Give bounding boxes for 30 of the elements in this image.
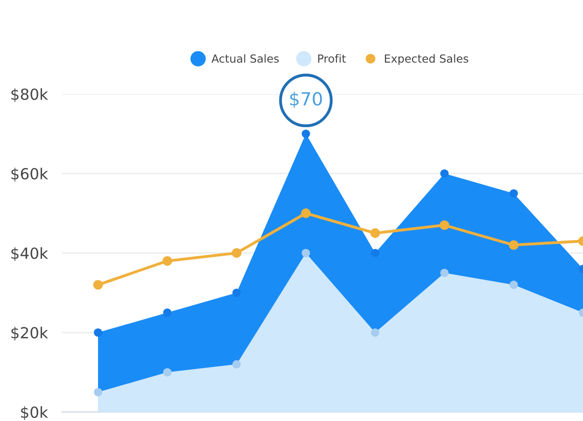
point xyxy=(163,368,172,376)
point xyxy=(440,268,449,278)
point xyxy=(232,248,242,258)
legend-label: Expected Sales xyxy=(384,54,468,65)
point xyxy=(370,228,380,238)
point xyxy=(94,328,102,337)
point xyxy=(302,130,310,138)
legend-label: Profit xyxy=(318,54,346,63)
y-tick-label: $80k xyxy=(11,88,48,102)
point xyxy=(370,328,380,337)
point xyxy=(510,189,518,198)
point xyxy=(510,280,518,289)
point xyxy=(93,280,103,290)
point xyxy=(94,388,102,396)
legend-label: Actual Sales xyxy=(211,54,279,63)
y-tick-label: $40k xyxy=(11,247,48,262)
point xyxy=(508,240,519,250)
y-tick-label: $20k xyxy=(11,326,48,341)
point xyxy=(440,169,449,178)
y-tick-label: $60k xyxy=(11,168,48,182)
point xyxy=(232,288,241,297)
annotation: $70 xyxy=(290,92,322,108)
point xyxy=(301,208,311,218)
point xyxy=(440,220,450,230)
point xyxy=(162,256,172,266)
point xyxy=(163,308,172,317)
y-tick-label: $0k xyxy=(21,406,48,420)
point xyxy=(232,360,241,368)
point xyxy=(302,248,310,258)
point xyxy=(370,248,380,258)
